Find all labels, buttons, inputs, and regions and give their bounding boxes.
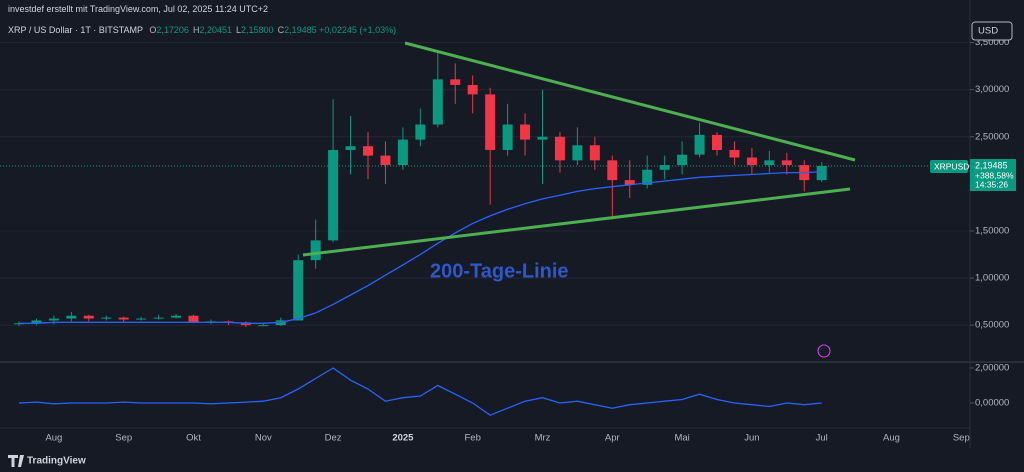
ohlc-key: C <box>277 25 285 35</box>
candle-body <box>746 157 757 166</box>
y-tick-label: 0,50000 <box>975 320 1009 331</box>
candle-body <box>537 136 548 140</box>
y-tick-label: 3,50000 <box>975 37 1009 48</box>
brand: TradingView <box>27 456 86 467</box>
candle-body <box>467 84 478 95</box>
candle-body <box>293 260 304 321</box>
candle-body <box>624 180 635 185</box>
currency: USD <box>978 26 998 37</box>
x-tick-label: Aug <box>883 433 900 444</box>
x-tick-label: Nov <box>255 433 272 444</box>
ohlc-value: 2,20451 <box>199 25 232 35</box>
candle-body <box>816 165 827 181</box>
price-tag <box>970 159 1016 191</box>
ohlc-value: 2,17206 <box>156 25 189 35</box>
price-tag-change: +388,58% <box>975 170 1014 180</box>
x-tick-label: Sep <box>115 433 132 444</box>
candle-body <box>48 318 59 321</box>
candle-body <box>188 315 199 323</box>
ohlc-key: O <box>149 25 157 35</box>
x-tick-label: Aug <box>45 433 62 444</box>
candle-body <box>101 317 112 319</box>
candle-body <box>712 134 722 150</box>
ohlc-key: H <box>192 25 200 35</box>
legend: XRP / US Dollar · 1T · BITSTAMP O2,17206… <box>8 25 396 35</box>
logo-icon <box>8 455 24 467</box>
candle-body <box>607 160 618 181</box>
x-tick-label: Okt <box>186 433 201 444</box>
y-tick-label: 2,00000 <box>975 362 1009 373</box>
y-tick-label: 0,00000 <box>975 397 1009 408</box>
y-tick-label: 1,50000 <box>975 225 1009 236</box>
candle-body <box>328 149 339 241</box>
alert-icon[interactable] <box>817 344 831 358</box>
price-tag-price: 2,19485 <box>975 160 1008 170</box>
candle-body <box>520 124 531 140</box>
candle-body <box>694 134 705 155</box>
candle-body <box>450 79 461 85</box>
trend-line-upper <box>404 41 856 162</box>
candle-body <box>729 149 740 158</box>
candle-body <box>345 146 356 150</box>
candle-body <box>310 240 321 261</box>
candle-body <box>31 320 42 324</box>
marks: Aug Sep Okt Nov Dez 2025 Feb Mrz Apr Mai Jun Jul Aug… <box>0 37 1009 444</box>
candle-body <box>66 315 77 319</box>
trend-line-lower <box>302 187 851 257</box>
candle-body <box>153 317 164 319</box>
candle-body <box>83 315 94 319</box>
candle-body <box>258 325 269 327</box>
candle-body <box>363 146 373 156</box>
symbol-tag-text: XRPUSD <box>934 161 969 171</box>
x-tick-label: Apr <box>605 433 620 444</box>
x-tick-label: 2025 <box>392 433 414 444</box>
x-tick-label: Sep <box>953 433 970 444</box>
candle-body <box>589 145 600 161</box>
candle-body <box>380 155 391 166</box>
x-tick-label: Mai <box>674 433 689 444</box>
x-tick-label: Jun <box>744 433 759 444</box>
y-tick-label: 1,00000 <box>975 273 1009 284</box>
candle-body <box>136 318 147 320</box>
candle-body <box>171 315 182 318</box>
candle-body <box>764 160 775 166</box>
annotation: 200-Tage-Linie <box>430 260 569 282</box>
candle-body <box>659 165 670 170</box>
line <box>18 367 822 416</box>
candle-body <box>415 124 426 140</box>
change: +0,02245 (+1,03%) <box>319 25 397 35</box>
x-tick-label: Feb <box>465 433 481 444</box>
candle-body <box>397 139 408 166</box>
y-tick-label: 2,50000 <box>975 131 1009 142</box>
candle-body <box>432 79 443 125</box>
candle-body <box>677 154 688 166</box>
candle-body <box>502 124 513 150</box>
x-tick-label: Dez <box>325 433 342 444</box>
ohlc: O2,17206 H2,20451 L2,15800 C2,19485 <box>145 25 319 35</box>
author-line: investdef erstellt mit TradingView.com, … <box>8 4 269 14</box>
ohlc-value: 2,19485 <box>284 25 317 35</box>
x-tick-label: Mrz <box>535 433 551 444</box>
y-tick-label: 3,00000 <box>975 84 1009 95</box>
candle-body <box>554 136 565 161</box>
ohlc-value: 2,15800 <box>241 25 274 35</box>
currency-box[interactable] <box>971 21 1013 41</box>
candle-body <box>118 317 129 320</box>
candle-body <box>485 94 496 150</box>
candle-body <box>572 145 583 161</box>
candle-body <box>781 160 792 166</box>
line <box>19 170 822 324</box>
ohlc-key: L <box>236 25 242 35</box>
symbol-tag <box>930 160 968 173</box>
candle-body <box>642 169 653 185</box>
symbol: XRP / US Dollar · 1T · BITSTAMP <box>8 25 143 35</box>
price-tag-countdown: 14:35:26 <box>975 179 1008 189</box>
x-tick-label: Jul <box>816 433 828 444</box>
